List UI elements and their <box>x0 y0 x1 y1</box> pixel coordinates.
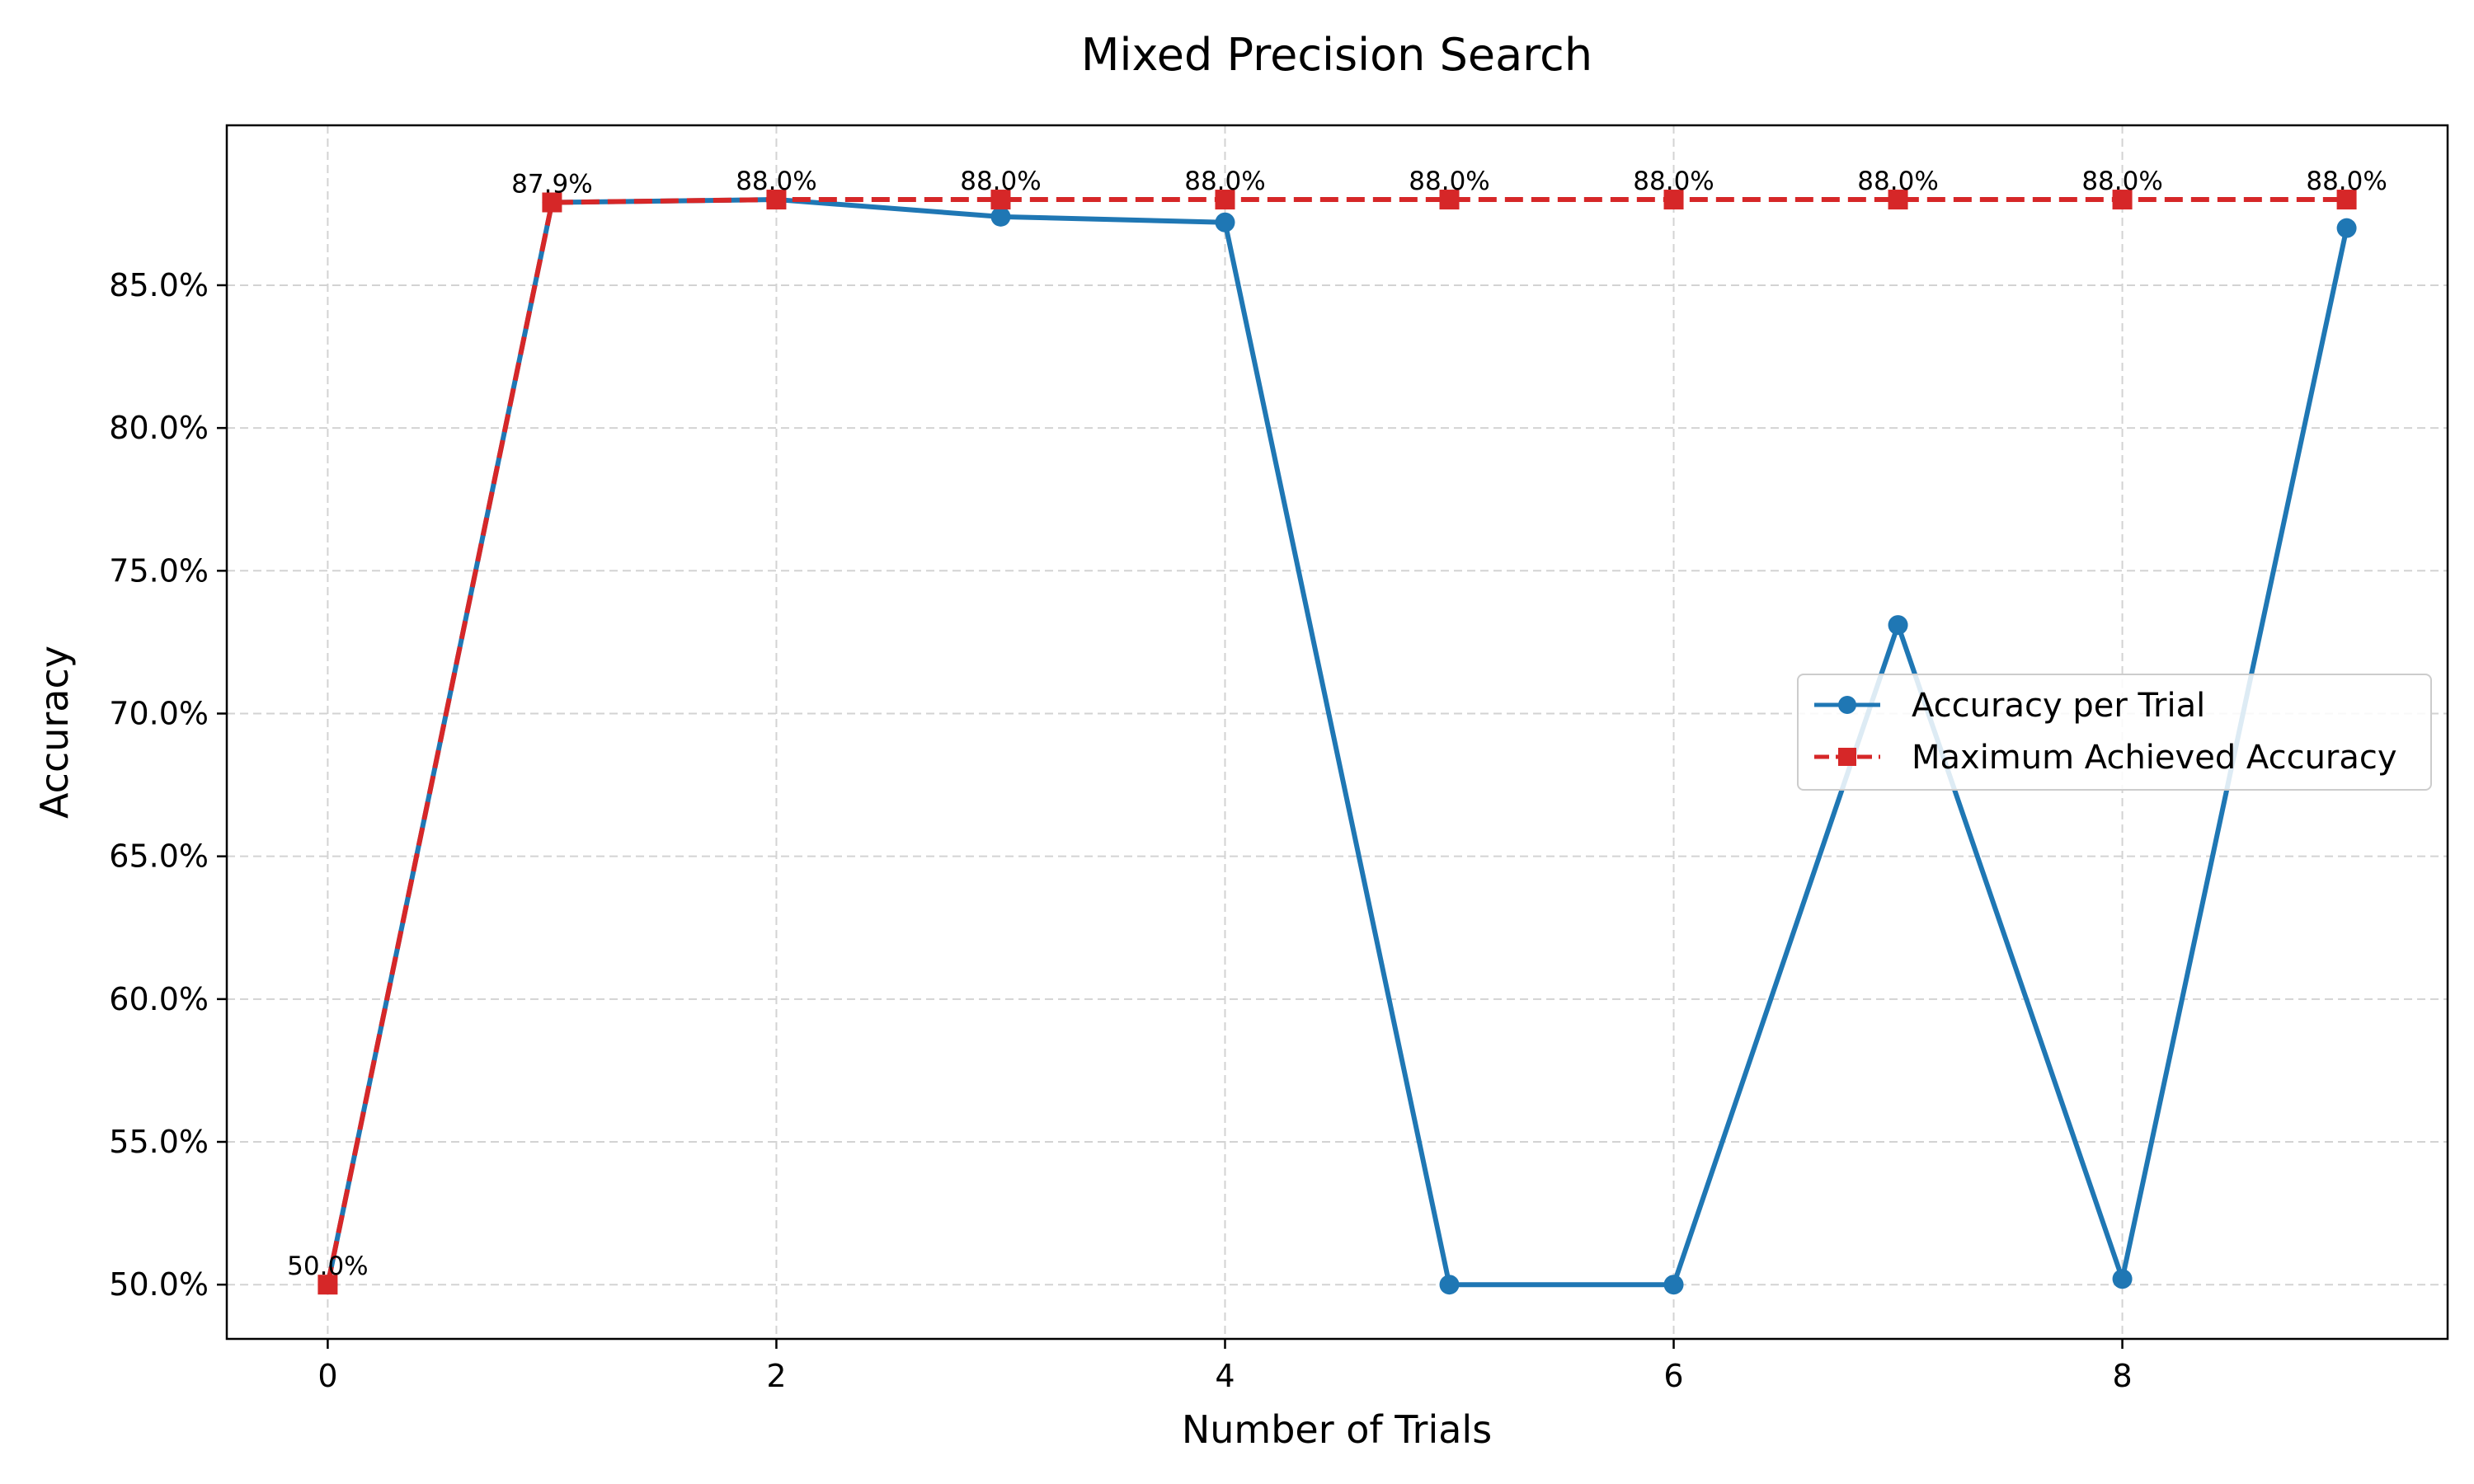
point-maximum-achieved-accuracy <box>1888 190 1908 210</box>
data-label: 88.0% <box>960 167 1041 196</box>
y-tick-label: 85.0% <box>109 267 209 303</box>
point-maximum-achieved-accuracy <box>1215 190 1235 210</box>
y-tick-label: 75.0% <box>109 552 209 589</box>
y-tick-label: 60.0% <box>109 981 209 1017</box>
series-layer <box>317 190 2357 1295</box>
point-accuracy-per-trial <box>1663 1275 1684 1295</box>
legend-item-maximum-achieved-accuracy: Maximum Achieved Accuracy <box>1814 739 2397 777</box>
point-accuracy-per-trial <box>1888 615 1908 636</box>
y-tick-label: 50.0% <box>109 1266 209 1303</box>
y-axis-ticks: 50.0% 55.0% 60.0% 65.0% 70.0% 75.0% 80.0% 85.0% <box>109 267 227 1303</box>
data-labels: 50.0% 87.9% 88.0% 88.0% 88.0% 88.0% 88.0% 88.0%… <box>287 167 2387 1281</box>
x-tick-label: 0 <box>317 1358 337 1394</box>
data-label: 88.0% <box>2081 167 2162 196</box>
legend-label-accuracy-per-trial: Accuracy per Trial <box>1912 687 2205 725</box>
data-label: 88.0% <box>1633 167 1714 196</box>
series-line-maximum-achieved-accuracy <box>325 197 2347 1285</box>
point-maximum-achieved-accuracy <box>2336 190 2357 210</box>
data-label: 88.0% <box>1409 167 1489 196</box>
legend: Accuracy per Trial Maximum Achieved Accu… <box>1797 674 2432 791</box>
point-accuracy-per-trial <box>990 206 1011 227</box>
x-axis-title: Number of Trials <box>1182 1407 1492 1452</box>
x-tick-label: 8 <box>2112 1358 2132 1394</box>
y-tick-label: 70.0% <box>109 695 209 731</box>
point-maximum-achieved-accuracy <box>766 190 787 210</box>
data-label: 88.0% <box>2306 167 2387 196</box>
data-label: 50.0% <box>287 1252 368 1281</box>
y-tick-label: 80.0% <box>109 410 209 446</box>
series-maximum-achieved-accuracy <box>317 190 2357 1295</box>
chart-title: Mixed Precision Search <box>1081 29 1592 81</box>
y-tick-label: 65.0% <box>109 838 209 875</box>
point-accuracy-per-trial <box>2336 218 2357 238</box>
legend-marker-accuracy-per-trial <box>1838 696 1856 714</box>
x-tick-label: 2 <box>766 1358 786 1394</box>
y-tick-label: 55.0% <box>109 1124 209 1160</box>
point-maximum-achieved-accuracy <box>990 190 1011 210</box>
data-label: 88.0% <box>736 167 816 196</box>
point-maximum-achieved-accuracy <box>317 1275 338 1295</box>
legend-item-accuracy-per-trial: Accuracy per Trial <box>1814 687 2205 725</box>
data-label: 87.9% <box>511 170 592 200</box>
point-maximum-achieved-accuracy <box>1663 190 1684 210</box>
legend-label-maximum-achieved-accuracy: Maximum Achieved Accuracy <box>1912 739 2397 777</box>
legend-marker-maximum-achieved-accuracy <box>1838 748 1856 766</box>
x-tick-label: 6 <box>1663 1358 1683 1394</box>
point-maximum-achieved-accuracy <box>542 192 562 213</box>
point-accuracy-per-trial <box>1439 1275 1460 1295</box>
point-maximum-achieved-accuracy <box>1439 190 1460 210</box>
data-label: 88.0% <box>1857 167 1938 196</box>
plot-area-frame <box>225 124 2449 1341</box>
point-accuracy-per-trial <box>2112 1269 2133 1289</box>
data-label: 88.0% <box>1184 167 1265 196</box>
x-axis-ticks: 0 2 4 6 8 <box>317 1339 2133 1394</box>
point-maximum-achieved-accuracy <box>2112 190 2133 210</box>
point-accuracy-per-trial <box>1215 212 1235 232</box>
x-tick-label: 4 <box>1215 1358 1235 1394</box>
y-axis-title: Accuracy <box>32 646 77 819</box>
legend-frame <box>1797 674 2432 791</box>
